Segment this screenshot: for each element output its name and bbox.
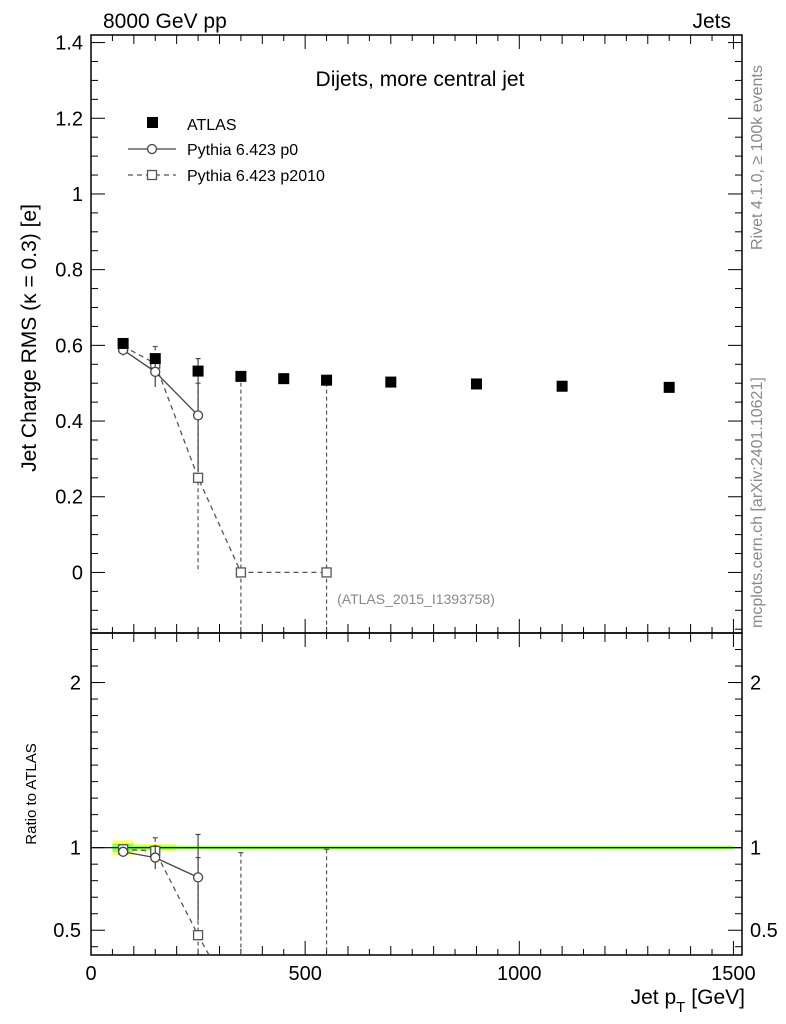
ratio-tick-label: 0.5 bbox=[53, 920, 81, 942]
y-tick-label: 0 bbox=[72, 562, 83, 584]
y-tick-label: 0.8 bbox=[55, 260, 83, 282]
y-tick-label: 1.2 bbox=[55, 108, 83, 130]
ratio-p0-line bbox=[122, 851, 199, 878]
ratio-panel-frame bbox=[90, 632, 743, 956]
x-axis-label: Jet pT [GeV] bbox=[631, 986, 745, 1016]
atlas-data-point bbox=[663, 381, 675, 393]
chart-title: Dijets, more central jet bbox=[316, 68, 525, 91]
atlas-data-point bbox=[556, 380, 568, 392]
legend-atlas-label: ATLAS bbox=[187, 117, 237, 134]
atlas-data-point bbox=[149, 353, 161, 365]
ratio-tick-label: 1 bbox=[70, 838, 81, 860]
atlas-data-point bbox=[385, 376, 397, 388]
legend-p2010-marker bbox=[146, 169, 158, 181]
atlas-data-point bbox=[278, 373, 290, 385]
x-axis-ticks: 0 500 1000 1500 bbox=[85, 35, 756, 985]
legend-p2010-label: Pythia 6.423 p2010 bbox=[187, 168, 325, 185]
legend-p0-label: Pythia 6.423 p0 bbox=[187, 142, 298, 159]
rivet-version-label: Rivet 4.1.0, ≥ 100k events bbox=[749, 65, 766, 250]
atlas-data-point bbox=[321, 374, 333, 386]
y-tick-label: 1.4 bbox=[55, 33, 83, 55]
y-tick-label: 0.6 bbox=[55, 335, 83, 357]
p2010-point bbox=[192, 472, 204, 483]
x-tick-label: 1000 bbox=[497, 963, 542, 985]
ratio-tick-label-right: 1 bbox=[750, 838, 761, 860]
legend: ATLAS Pythia 6.423 p0 Pythia 6.423 p2010 bbox=[128, 117, 325, 185]
ratio-p0-point bbox=[150, 852, 161, 863]
header-energy-label: 8000 GeV pp bbox=[103, 10, 227, 33]
ratio-axis-ticks: 0.5 0.5 1 1 2 2 bbox=[53, 649, 778, 948]
ratio-tick-label-right: 2 bbox=[750, 673, 761, 695]
p2010-line bbox=[122, 345, 327, 574]
atlas-data-point bbox=[117, 337, 129, 349]
y-tick-label: 0.4 bbox=[55, 411, 83, 433]
mcplots-label: mcplots.cern.ch [arXiv:2401.10621] bbox=[749, 377, 766, 628]
atlas-data-point bbox=[235, 370, 247, 382]
header-process-label: Jets bbox=[692, 10, 731, 33]
atlas-data-point bbox=[192, 365, 204, 377]
main-series bbox=[117, 337, 675, 633]
ratio-series bbox=[117, 833, 330, 955]
p2010-point bbox=[235, 567, 247, 578]
ratio-tick-label-right: 0.5 bbox=[750, 920, 778, 942]
ratio-y-axis-label: Ratio to ATLAS bbox=[23, 743, 40, 844]
main-axis-ticks: 0 0.2 0.4 0.6 0.8 1 1.2 1.4 bbox=[55, 33, 742, 630]
y-axis-label: Jet Charge RMS (κ = 0.3) [e] bbox=[18, 204, 41, 472]
x-tick-label: 1500 bbox=[711, 963, 756, 985]
ratio-p0-point bbox=[117, 846, 129, 857]
ratio-p2010-point bbox=[192, 930, 204, 941]
x-tick-label: 0 bbox=[85, 963, 96, 985]
analysis-label: (ATLAS_2015_I1393758) bbox=[337, 591, 495, 607]
x-tick-label: 500 bbox=[288, 963, 321, 985]
ratio-p2010-line bbox=[123, 848, 210, 955]
atlas-data-point bbox=[470, 378, 482, 390]
ratio-p0-point bbox=[192, 872, 204, 883]
ratio-tick-label: 2 bbox=[70, 673, 81, 695]
legend-atlas-marker bbox=[147, 117, 158, 128]
p0-point bbox=[192, 410, 204, 421]
p2010-point bbox=[321, 567, 332, 578]
y-tick-label: 1 bbox=[72, 184, 83, 206]
legend-p0-marker bbox=[146, 143, 158, 155]
y-tick-label: 0.2 bbox=[55, 487, 83, 509]
p0-point bbox=[150, 366, 161, 377]
